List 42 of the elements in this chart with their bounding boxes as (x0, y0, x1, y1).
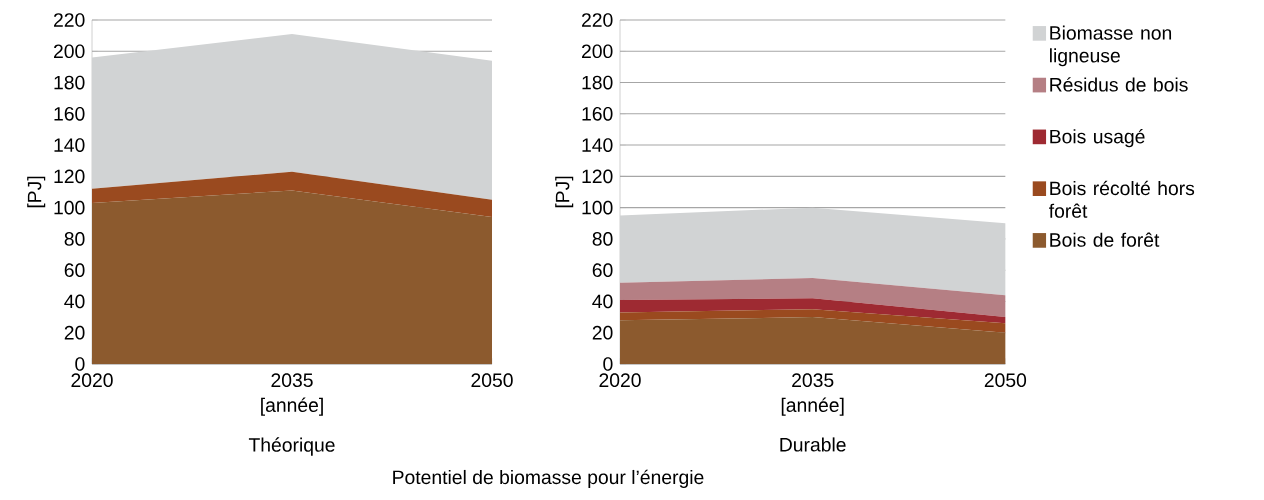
legend-label: Résidus de bois (1050, 77, 1188, 92)
legend-label: Bois de forêt (1050, 232, 1160, 247)
y-axis-title: [PJ] (555, 176, 574, 208)
legend-label: Bois usagé (1050, 128, 1145, 148)
y-tick-label: 80 (64, 232, 85, 246)
x-axis-title: [année] (261, 397, 323, 416)
y-axis-title: [PJ] (27, 176, 46, 208)
y-tick-label: 180 (582, 75, 613, 90)
y-tick-label: 20 (64, 325, 85, 340)
y-tick-label: 20 (592, 325, 613, 340)
y-tick-label: 200 (54, 44, 85, 59)
x-axis-title: [année] (781, 397, 844, 416)
y-tick-label: 180 (54, 75, 85, 90)
y-tick-label: 220 (54, 13, 85, 27)
y-tick-label: 140 (582, 138, 613, 152)
y-tick-label: 0 (75, 357, 85, 371)
y-tick-label: 160 (54, 106, 85, 121)
x-tick-label: 2020 (71, 373, 113, 388)
y-tick-label: 60 (64, 263, 85, 278)
y-tick-label: 220 (582, 13, 613, 27)
x-tick-label: 2035 (792, 373, 834, 388)
text: Théorique (248, 437, 335, 456)
y-tick-label: 100 (54, 200, 85, 215)
x-tick-label: 2035 (271, 373, 313, 388)
x-tick-label: 2050 (984, 373, 1027, 388)
legend-label: Bois récolté hors forêt (1049, 180, 1195, 218)
x-tick-label: 2050 (471, 373, 513, 388)
y-tick-label: 0 (603, 357, 613, 371)
y-tick-label: 40 (592, 294, 613, 309)
y-tick-label: 80 (592, 232, 613, 246)
text: Potentiel de biomasse pour l’énergie (393, 469, 704, 488)
y-tick-label: 60 (592, 263, 613, 278)
y-tick-label: 200 (582, 44, 613, 59)
y-tick-label: 140 (54, 138, 85, 152)
y-tick-label: 100 (582, 200, 613, 215)
y-tick-label: 160 (582, 106, 613, 121)
y-tick-label: 40 (64, 294, 85, 309)
y-tick-label: 120 (582, 169, 613, 184)
y-tick-label: 120 (54, 169, 85, 184)
x-tick-label: 2020 (599, 373, 641, 388)
text: Durable (780, 437, 846, 452)
legend-label: Biomasse non ligneuse (1050, 25, 1172, 67)
